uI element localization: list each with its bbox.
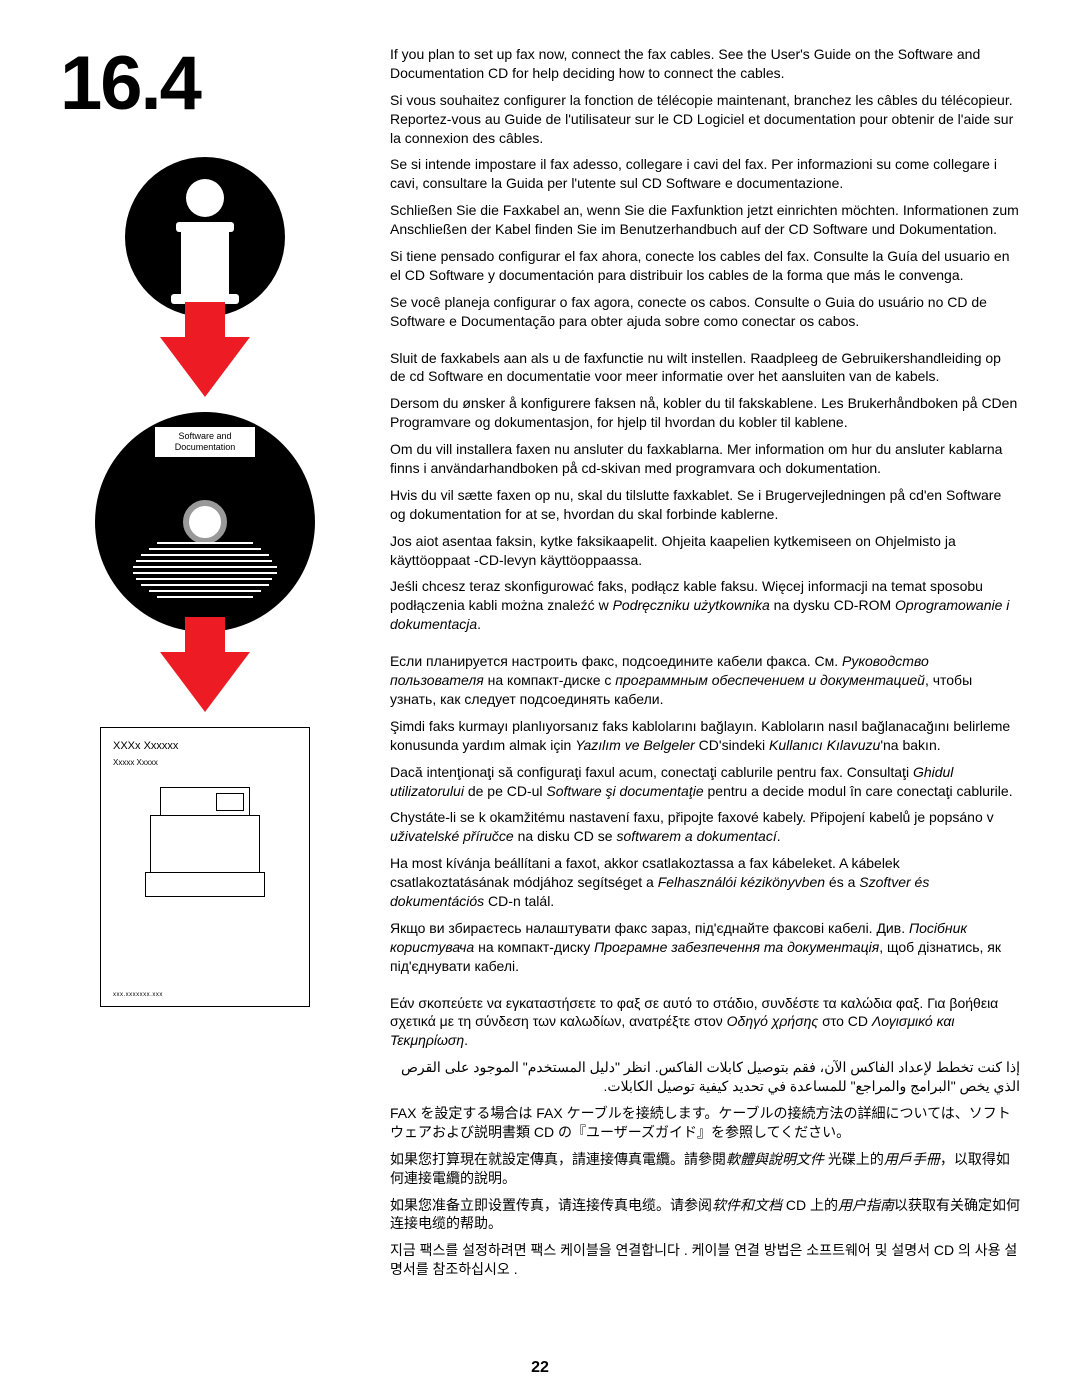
arrow-down-icon bbox=[160, 652, 250, 712]
instruction-ja: FAX を設定する場合は FAX ケーブルを接続します。ケーブルの接続方法の詳細… bbox=[390, 1104, 1020, 1142]
manual-cover-illustration: XXXx Xxxxxx Xxxxx Xxxxx xxx.xxxxxxx.xxx bbox=[100, 727, 310, 1007]
instruction-hu: Ha most kívánja beállítani a faxot, akko… bbox=[390, 854, 1020, 911]
step-number: 16.4 bbox=[60, 40, 350, 127]
instruction-sv: Om du vill installera faxen nu ansluter … bbox=[390, 440, 1020, 478]
cd-disc-illustration: Software and Documentation bbox=[95, 412, 315, 632]
cd-label-line1: Software and bbox=[157, 431, 253, 442]
left-illustration-column: 16.4 Software and Documentation XXX bbox=[60, 40, 350, 1287]
page-number: 22 bbox=[531, 1359, 549, 1377]
instruction-it: Se si intende impostare il fax adesso, c… bbox=[390, 155, 1020, 193]
instruction-ar: إذا كنت تخطط لإعداد الفاكس الآن، فقم بتو… bbox=[390, 1058, 1020, 1096]
instruction-zh-tw: 如果您打算現在就設定傳真，請連接傳真電纜。請參閱軟體與說明文件 光碟上的用戶手冊… bbox=[390, 1150, 1020, 1188]
instruction-tr: Şimdi faks kurmayı planlıyorsanız faks k… bbox=[390, 717, 1020, 755]
instruction-uk: Якщо ви збираєтесь налаштувати факс зара… bbox=[390, 919, 1020, 976]
instruction-ko: 지금 팩스를 설정하려면 팩스 케이블을 연결합니다 . 케이블 연결 방법은 … bbox=[390, 1241, 1020, 1279]
instruction-nl: Sluit de faxkabels aan als u de faxfunct… bbox=[390, 349, 1020, 387]
instruction-es: Si tiene pensado configurar el fax ahora… bbox=[390, 247, 1020, 285]
instruction-fi: Jos aiot asentaa faksin, kytke faksikaap… bbox=[390, 532, 1020, 570]
instruction-ru: Если планируется настроить факс, подсоед… bbox=[390, 652, 1020, 709]
instruction-pl: Jeśli chcesz teraz skonfigurować faks, p… bbox=[390, 577, 1020, 634]
instruction-da: Hvis du vil sætte faxen op nu, skal du t… bbox=[390, 486, 1020, 524]
cd-label-line2: Documentation bbox=[157, 442, 253, 453]
instruction-cs: Chystáte-li se k okamžitému nastavení fa… bbox=[390, 808, 1020, 846]
instruction-no: Dersom du ønsker å konfigurere faksen nå… bbox=[390, 394, 1020, 432]
instruction-text-column: If you plan to set up fax now, connect t… bbox=[390, 40, 1020, 1287]
manual-url: xxx.xxxxxxx.xxx bbox=[113, 992, 163, 998]
arrow-down-icon bbox=[160, 337, 250, 397]
instruction-en: If you plan to set up fax now, connect t… bbox=[390, 45, 1020, 83]
manual-title2: Xxxxx Xxxxx bbox=[113, 758, 297, 767]
instruction-zh-cn: 如果您准备立即设置传真，请连接传真电缆。请参阅软件和文档 CD 上的用户指南以获… bbox=[390, 1196, 1020, 1234]
instruction-fr: Si vous souhaitez configurer la fonction… bbox=[390, 91, 1020, 148]
instruction-el: Εάν σκοπεύετε να εγκαταστήσετε το φαξ σε… bbox=[390, 994, 1020, 1051]
manual-title1: XXXx Xxxxxx bbox=[113, 740, 297, 752]
instruction-pt: Se você planeja configurar o fax agora, … bbox=[390, 293, 1020, 331]
instruction-ro: Dacă intenţionaţi să configuraţi faxul a… bbox=[390, 763, 1020, 801]
instruction-de: Schließen Sie die Faxkabel an, wenn Sie … bbox=[390, 201, 1020, 239]
printer-illustration bbox=[140, 787, 270, 897]
info-icon bbox=[125, 157, 285, 317]
